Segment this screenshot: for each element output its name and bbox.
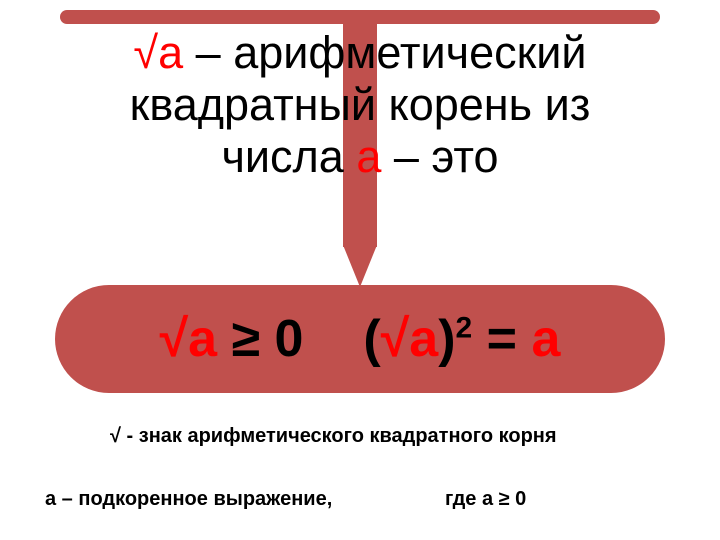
title-line2: квадратный корень из [130, 79, 591, 130]
formula-right-open: ( [363, 310, 380, 368]
formula-pill: √а ≥ 0 (√а)2 = а [55, 285, 665, 393]
title-text: √а – арифметический квадратный корень из… [0, 27, 720, 182]
title-dash: – [183, 27, 233, 78]
title-line3-a: а [356, 131, 381, 182]
formula-right-close: ) [438, 310, 455, 368]
formula-right-exp: 2 [456, 312, 473, 345]
footnote-radicand: а – подкоренное выражение, [45, 488, 332, 511]
formula-right-sqrt: √а [381, 310, 438, 368]
arrow-head-shape [343, 245, 377, 287]
formula-left-sqrt: √а [160, 310, 217, 368]
title-line3-rest: – это [381, 131, 498, 182]
title-sqrt-a: √а [133, 27, 183, 78]
formula-right: (√а)2 = а [363, 309, 560, 369]
footnote-sqrt-sign: √ - знак арифметического квадратного кор… [110, 425, 557, 448]
formula-right-eq: = [472, 310, 531, 368]
title-line3-w1: числа [221, 131, 356, 182]
footnote-condition: где а ≥ 0 [445, 488, 526, 511]
formula-right-a: а [531, 310, 560, 368]
title-line1-rest: арифметический [233, 27, 586, 78]
formula-left-rest: ≥ 0 [217, 310, 303, 368]
formula-left: √а ≥ 0 [160, 309, 304, 369]
